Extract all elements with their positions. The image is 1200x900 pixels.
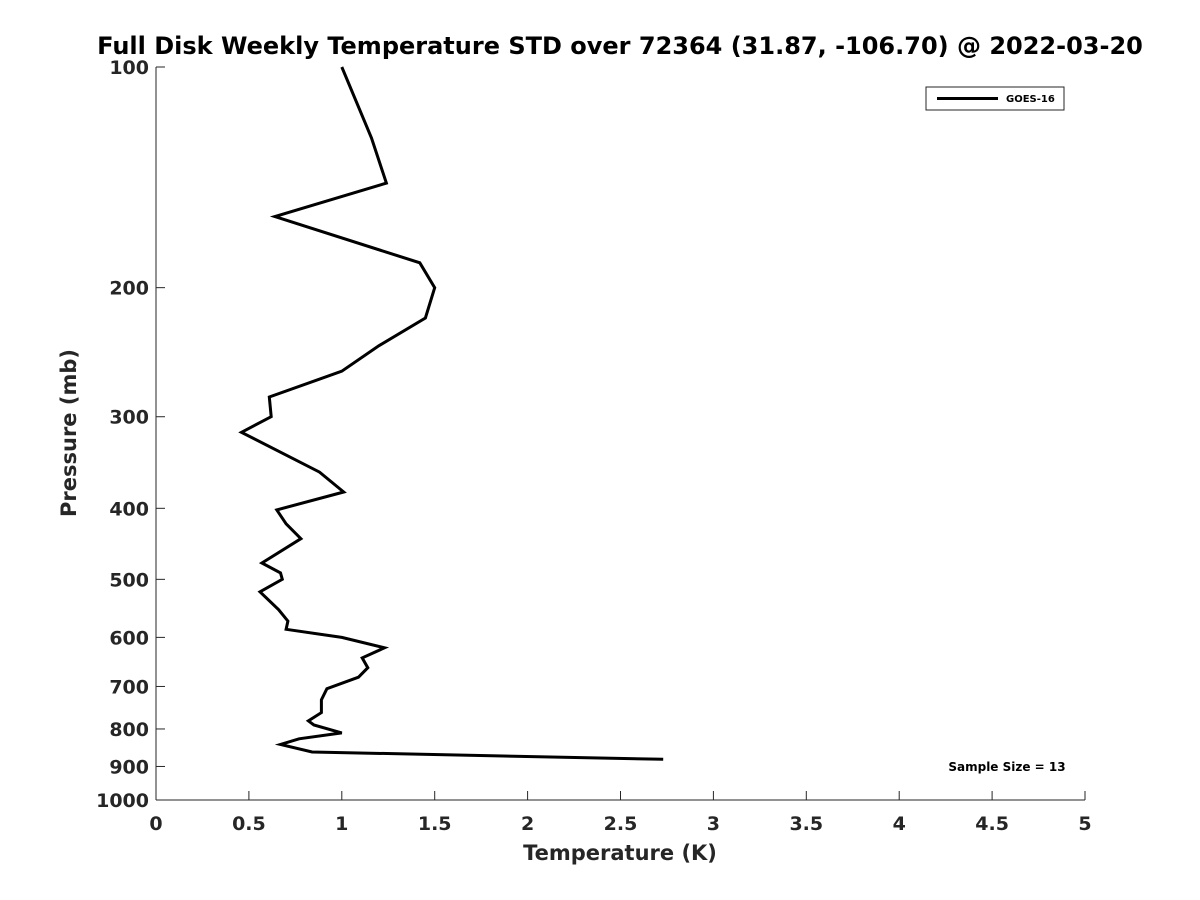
x-tick-label: 4.5 xyxy=(975,813,1009,835)
x-tick-label: 2 xyxy=(521,813,534,835)
y-tick-label: 500 xyxy=(109,569,149,591)
y-tick-label: 600 xyxy=(109,627,149,649)
x-tick-label: 1 xyxy=(335,813,348,835)
chart-title: Full Disk Weekly Temperature STD over 72… xyxy=(97,32,1143,60)
axes xyxy=(155,67,1085,801)
legend-label: GOES-16 xyxy=(1006,94,1055,105)
y-tick-label: 1000 xyxy=(96,790,149,812)
x-tick-label: 3.5 xyxy=(789,813,823,835)
y-tick-label: 400 xyxy=(109,498,149,520)
x-tick-label: 1.5 xyxy=(418,813,452,835)
y-tick-label: 100 xyxy=(109,57,149,79)
x-tick-label: 2.5 xyxy=(604,813,638,835)
y-tick-label: 700 xyxy=(109,676,149,698)
legend: GOES-16 xyxy=(925,86,1065,111)
series-line-goes16 xyxy=(238,66,664,761)
x-axis-label: Temperature (K) xyxy=(523,841,717,865)
x-tick-label: 0.5 xyxy=(232,813,266,835)
y-tick-label: 200 xyxy=(109,278,149,300)
y-axis-label: Pressure (mb) xyxy=(57,349,81,517)
y-tick-label: 900 xyxy=(109,756,149,778)
x-tick-label: 3 xyxy=(707,813,720,835)
x-tick-label: 4 xyxy=(893,813,906,835)
sample-size-annotation: Sample Size = 13 xyxy=(948,760,1065,774)
y-tick-label: 800 xyxy=(109,719,149,741)
x-tick-label: 0 xyxy=(149,813,162,835)
y-tick-label: 300 xyxy=(109,407,149,429)
x-tick-label: 5 xyxy=(1078,813,1091,835)
tick-group: 0 0.5 1 1.5 2 2.5 3 3.5 4 4.5 5 100 200 300 400 500 600 7… xyxy=(96,57,1092,835)
